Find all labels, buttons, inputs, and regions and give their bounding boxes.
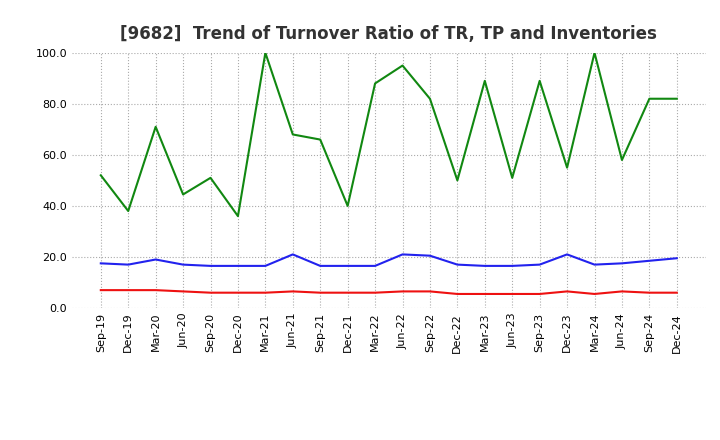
Trade Receivables	[508, 291, 516, 297]
Inventories	[316, 137, 325, 142]
Trade Payables	[590, 262, 599, 267]
Trade Receivables	[480, 291, 489, 297]
Trade Payables	[151, 257, 160, 262]
Inventories	[206, 175, 215, 180]
Inventories	[289, 132, 297, 137]
Line: Trade Payables: Trade Payables	[101, 254, 677, 266]
Trade Payables	[343, 263, 352, 268]
Trade Payables	[480, 263, 489, 268]
Title: [9682]  Trend of Turnover Ratio of TR, TP and Inventories: [9682] Trend of Turnover Ratio of TR, TP…	[120, 25, 657, 43]
Inventories	[426, 96, 434, 101]
Inventories	[261, 50, 270, 55]
Trade Payables	[289, 252, 297, 257]
Line: Trade Receivables: Trade Receivables	[101, 290, 677, 294]
Inventories	[179, 192, 187, 197]
Trade Receivables	[124, 287, 132, 293]
Trade Payables	[261, 263, 270, 268]
Trade Payables	[426, 253, 434, 258]
Trade Receivables	[179, 289, 187, 294]
Inventories	[590, 50, 599, 55]
Trade Payables	[398, 252, 407, 257]
Trade Receivables	[343, 290, 352, 295]
Trade Payables	[453, 262, 462, 267]
Inventories	[508, 175, 516, 180]
Trade Receivables	[261, 290, 270, 295]
Trade Receivables	[590, 291, 599, 297]
Inventories	[233, 213, 242, 219]
Inventories	[151, 124, 160, 129]
Trade Receivables	[672, 290, 681, 295]
Inventories	[645, 96, 654, 101]
Trade Receivables	[398, 289, 407, 294]
Inventories	[124, 209, 132, 214]
Trade Receivables	[618, 289, 626, 294]
Trade Payables	[233, 263, 242, 268]
Trade Payables	[508, 263, 516, 268]
Inventories	[480, 78, 489, 84]
Trade Receivables	[233, 290, 242, 295]
Trade Receivables	[96, 287, 105, 293]
Trade Payables	[179, 262, 187, 267]
Inventories	[618, 158, 626, 163]
Trade Receivables	[645, 290, 654, 295]
Trade Receivables	[316, 290, 325, 295]
Trade Payables	[563, 252, 572, 257]
Trade Payables	[672, 256, 681, 261]
Inventories	[563, 165, 572, 170]
Trade Payables	[206, 263, 215, 268]
Trade Receivables	[206, 290, 215, 295]
Trade Receivables	[371, 290, 379, 295]
Inventories	[371, 81, 379, 86]
Inventories	[343, 203, 352, 209]
Inventories	[453, 178, 462, 183]
Trade Payables	[124, 262, 132, 267]
Line: Inventories: Inventories	[101, 53, 677, 216]
Trade Payables	[371, 263, 379, 268]
Inventories	[672, 96, 681, 101]
Trade Payables	[536, 262, 544, 267]
Inventories	[536, 78, 544, 84]
Trade Receivables	[563, 289, 572, 294]
Trade Payables	[618, 260, 626, 266]
Inventories	[398, 63, 407, 68]
Trade Payables	[645, 258, 654, 264]
Trade Receivables	[151, 287, 160, 293]
Trade Receivables	[426, 289, 434, 294]
Trade Receivables	[289, 289, 297, 294]
Trade Payables	[316, 263, 325, 268]
Trade Payables	[96, 260, 105, 266]
Trade Receivables	[536, 291, 544, 297]
Inventories	[96, 172, 105, 178]
Trade Receivables	[453, 291, 462, 297]
